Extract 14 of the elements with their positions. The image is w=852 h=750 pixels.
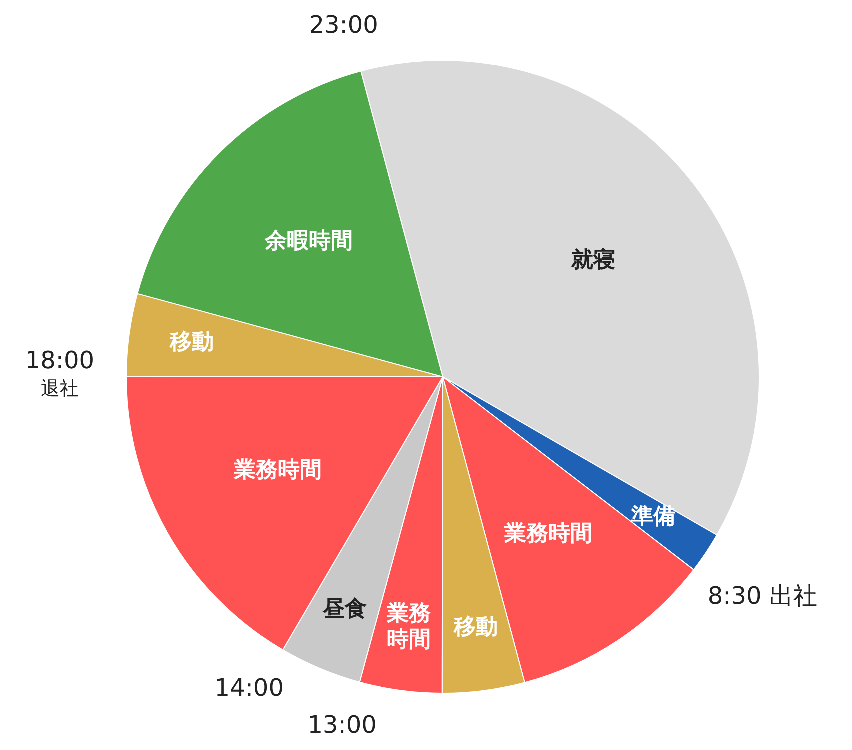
slice-label: 昼食 bbox=[322, 597, 367, 622]
text: 13:00 bbox=[308, 710, 377, 739]
text: 18:00 退社 bbox=[25, 346, 95, 400]
text: 14:00 bbox=[214, 674, 284, 702]
slice-label: 余暇時間 bbox=[264, 229, 353, 254]
slice-label: 就寝 bbox=[570, 247, 616, 274]
slice-label: 業務時間 bbox=[503, 522, 592, 547]
slice-label: 準備 bbox=[630, 504, 676, 530]
text: 23:00 bbox=[309, 11, 378, 40]
text: 8:30 出社 bbox=[708, 582, 818, 610]
slice-label: 移動 bbox=[169, 330, 214, 355]
slice-label: 業務時間 bbox=[386, 602, 432, 653]
slice-label: 業務時間 bbox=[233, 458, 322, 483]
slice-label: 移動 bbox=[452, 614, 498, 640]
